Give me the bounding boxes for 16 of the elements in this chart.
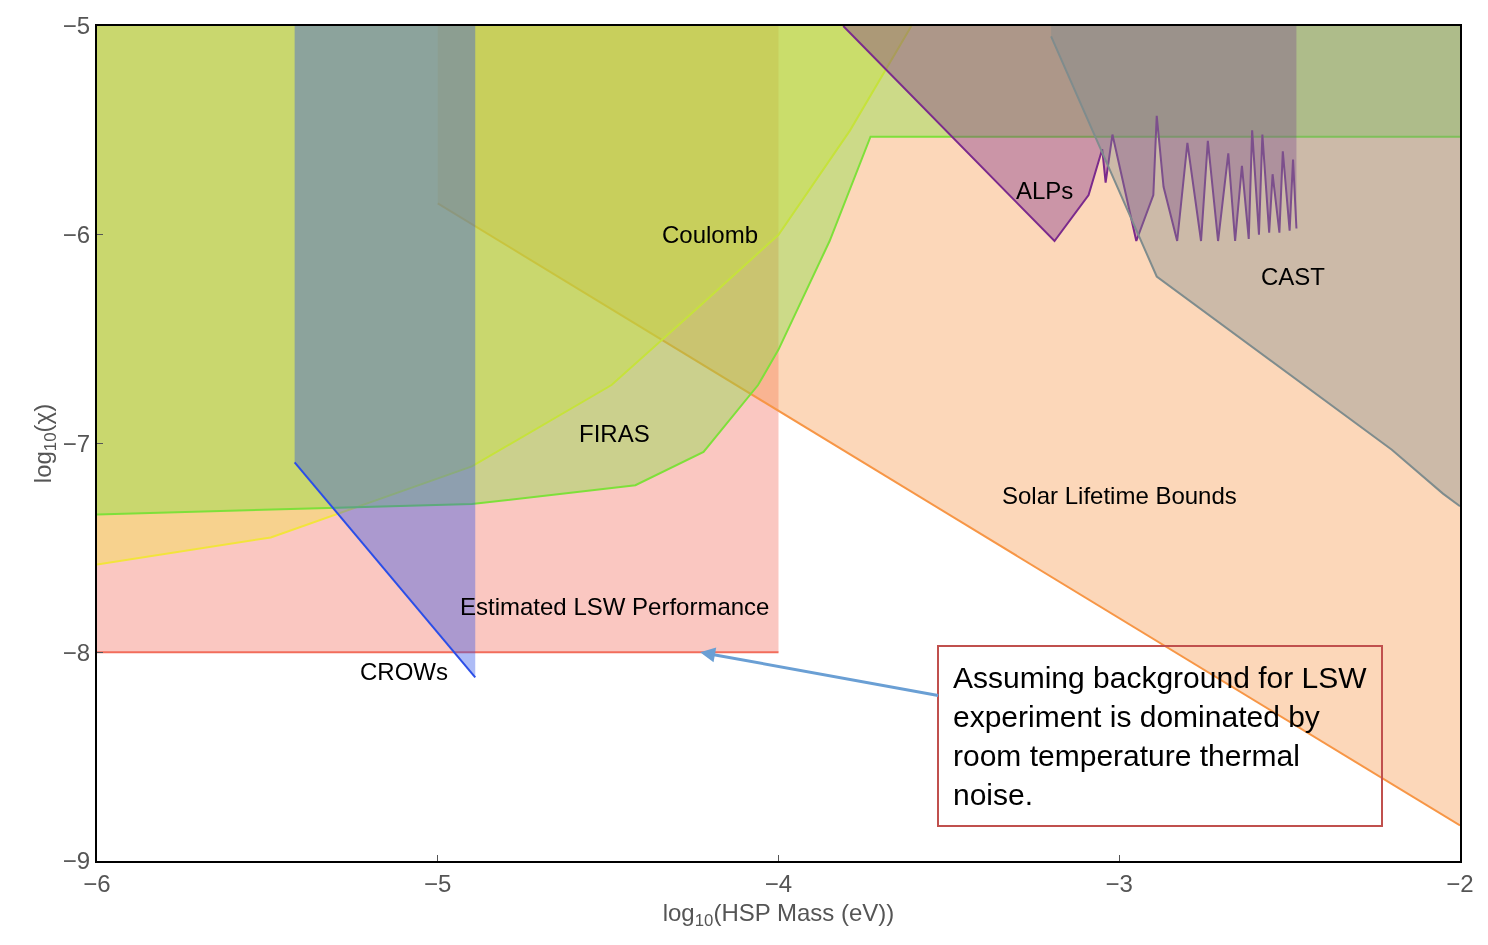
series-label: Estimated LSW Performance bbox=[460, 593, 770, 620]
series-label: FIRAS bbox=[579, 420, 650, 447]
x-tick-label: −4 bbox=[764, 869, 793, 897]
x-tick-label: −5 bbox=[424, 869, 452, 897]
x-axis-title: log$_{10}$(HSP Mass (eV)) bbox=[662, 898, 895, 930]
y-tick-label: −8 bbox=[62, 638, 91, 666]
series-label: Coulomb bbox=[662, 221, 759, 248]
y-tick-label: −5 bbox=[62, 12, 91, 40]
series-label: ALPs bbox=[1016, 177, 1074, 204]
series-label: CAST bbox=[1261, 263, 1326, 290]
series-label: Solar Lifetime Bounds bbox=[1002, 482, 1237, 509]
x-tick-label: −3 bbox=[1105, 869, 1133, 897]
series-label: CROWs bbox=[360, 658, 448, 685]
y-tick-label: −7 bbox=[62, 429, 91, 457]
x-tick-label: −2 bbox=[1446, 869, 1474, 897]
y-tick-label: −6 bbox=[62, 221, 91, 249]
